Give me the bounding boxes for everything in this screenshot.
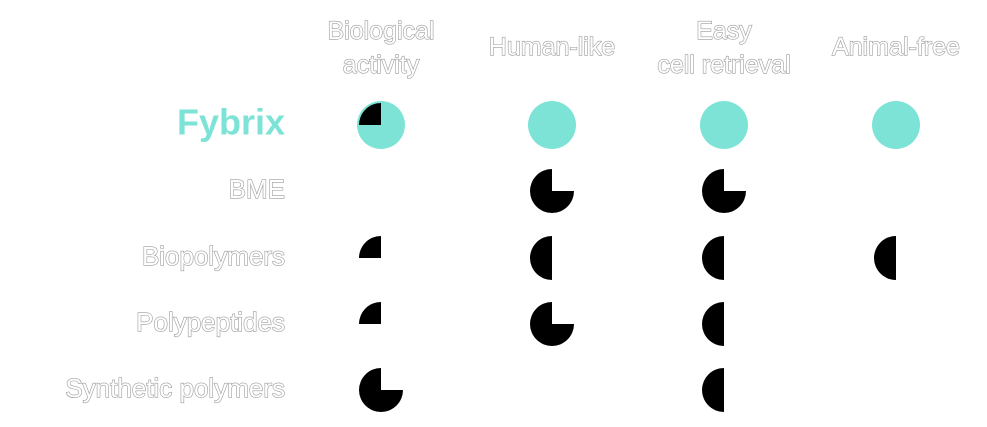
score-ball xyxy=(874,236,896,280)
score-ball xyxy=(702,169,746,213)
highlight-ball xyxy=(528,101,576,149)
row-label: Polypeptides xyxy=(136,307,285,337)
score-ball xyxy=(359,103,381,125)
row-label: Fybrix xyxy=(177,102,285,143)
score-ball xyxy=(359,302,381,324)
highlight-ball xyxy=(872,101,920,149)
column-header: Animal-free xyxy=(832,33,960,61)
row-label: Synthetic polymers xyxy=(65,373,285,403)
score-ball xyxy=(702,236,724,280)
column-header: Easy cell retrieval xyxy=(657,17,790,79)
score-ball xyxy=(702,302,724,346)
score-ball xyxy=(359,236,381,258)
highlight-ball xyxy=(700,101,748,149)
row-label: Biopolymers xyxy=(142,241,285,271)
score-ball xyxy=(530,236,552,280)
score-ball xyxy=(359,368,403,412)
score-ball xyxy=(530,169,574,213)
column-header: Biological activity xyxy=(327,17,434,79)
row-label: BME xyxy=(229,174,285,204)
column-header: Human-like xyxy=(489,33,615,61)
score-ball xyxy=(530,302,574,346)
score-ball xyxy=(702,368,724,412)
